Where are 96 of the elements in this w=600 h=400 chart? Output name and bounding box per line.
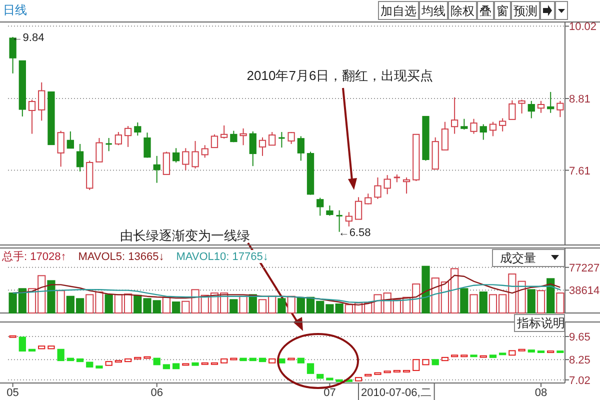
candlestick: [480, 124, 487, 140]
annotation: ←6.58: [338, 226, 371, 239]
candlestick: [460, 118, 468, 130]
annotation: 由长绿逐渐变为一线绿: [120, 228, 250, 243]
candlestick: [38, 82, 46, 122]
candlestick: [441, 121, 449, 150]
candlestick: [384, 174, 391, 195]
candlestick: [134, 122, 142, 136]
text: 除权: [450, 4, 474, 18]
bar: [230, 299, 238, 314]
candlestick: [124, 126, 132, 148]
candlestick: [66, 130, 74, 149]
candlestick: [240, 128, 247, 146]
candlestick: [326, 205, 334, 216]
candlestick: [220, 124, 228, 140]
candlestick: [364, 193, 372, 205]
y-tick-label: 7.02: [569, 374, 590, 387]
bar: [460, 288, 468, 314]
text: 2010-07-06,二: [361, 387, 432, 399]
candlestick: [76, 143, 84, 172]
candlestick: [28, 99, 36, 134]
candlestick: [114, 132, 122, 146]
x-tick-label: 05: [6, 387, 19, 399]
candlestick: [402, 176, 410, 194]
candlestick: [354, 196, 362, 220]
y-tick-label: 8.81: [569, 94, 590, 106]
bar: [479, 292, 488, 314]
candlestick: [470, 118, 478, 134]
bar: [422, 266, 430, 314]
candlestick: [556, 100, 564, 118]
bar: [278, 298, 286, 314]
x-tick-label: 07: [324, 387, 336, 399]
candlestick: [201, 144, 208, 158]
candlestick: [96, 137, 103, 162]
y-tick-label: 7.61: [569, 165, 590, 178]
bar: [527, 289, 536, 314]
y-tick-label: 77227: [569, 262, 600, 274]
candlestick: [153, 155, 160, 184]
annotation: 2010年7月6日，翻红，出现买点: [246, 68, 434, 83]
candlestick: [210, 134, 218, 148]
candlestick: [499, 118, 506, 132]
annotation: ←9.84: [12, 32, 44, 44]
text: 窗: [496, 4, 508, 18]
chart-title: 日线: [3, 3, 27, 17]
x-tick-label: 06: [150, 387, 163, 399]
candlestick: [450, 96, 458, 134]
bar: [287, 296, 296, 314]
x-tick-label: 08: [534, 387, 548, 399]
candlestick: [105, 137, 113, 152]
y-tick-label: 9.65: [569, 332, 590, 344]
annotation: 指标说明: [516, 316, 565, 330]
text: MAVOL10: 17765↓: [176, 251, 268, 263]
annotation: 成交量: [500, 251, 536, 265]
candlestick: [288, 132, 295, 144]
candlestick: [306, 363, 314, 374]
text: 预测: [514, 4, 538, 18]
series-label: 总手: 17028↑: [1, 250, 66, 263]
candlestick: [412, 359, 420, 371]
y-tick-label: 8.25: [569, 354, 590, 367]
candlestick: [316, 197, 324, 216]
candlestick: [57, 348, 64, 362]
candlestick: [192, 140, 199, 169]
candlestick: [537, 100, 545, 114]
text: MAVOL5: 13665↓: [78, 251, 164, 263]
bar: [47, 280, 56, 314]
candlestick: [144, 132, 151, 158]
bar: [470, 294, 478, 314]
bar: [172, 302, 180, 314]
candlestick: [518, 99, 526, 114]
candlestick: [278, 132, 286, 148]
candlestick: [258, 136, 266, 156]
candlestick: [182, 148, 190, 171]
bar: [162, 296, 171, 314]
text: 均线: [420, 4, 446, 18]
candlestick: [162, 151, 170, 175]
candlestick: [345, 212, 352, 227]
candlestick: [508, 100, 516, 120]
candlestick: [57, 130, 64, 168]
bar: [56, 290, 65, 314]
text: 加自选: [380, 4, 416, 18]
bar: [104, 294, 113, 314]
candlestick: [268, 132, 276, 146]
text: 叠: [480, 4, 492, 18]
bar: [546, 278, 555, 314]
candlestick: [528, 100, 535, 119]
y-tick-label: 10.02: [569, 21, 597, 34]
candlestick: [172, 148, 180, 163]
bar: [239, 296, 248, 314]
candlestick: [297, 136, 304, 162]
y-tick-label: 38614: [569, 285, 600, 298]
candlestick: [18, 336, 26, 352]
candlestick: [547, 91, 554, 114]
candlestick: [249, 130, 256, 167]
candlestick: [489, 121, 497, 137]
candlestick: [374, 176, 382, 200]
line-series: [12, 284, 561, 304]
